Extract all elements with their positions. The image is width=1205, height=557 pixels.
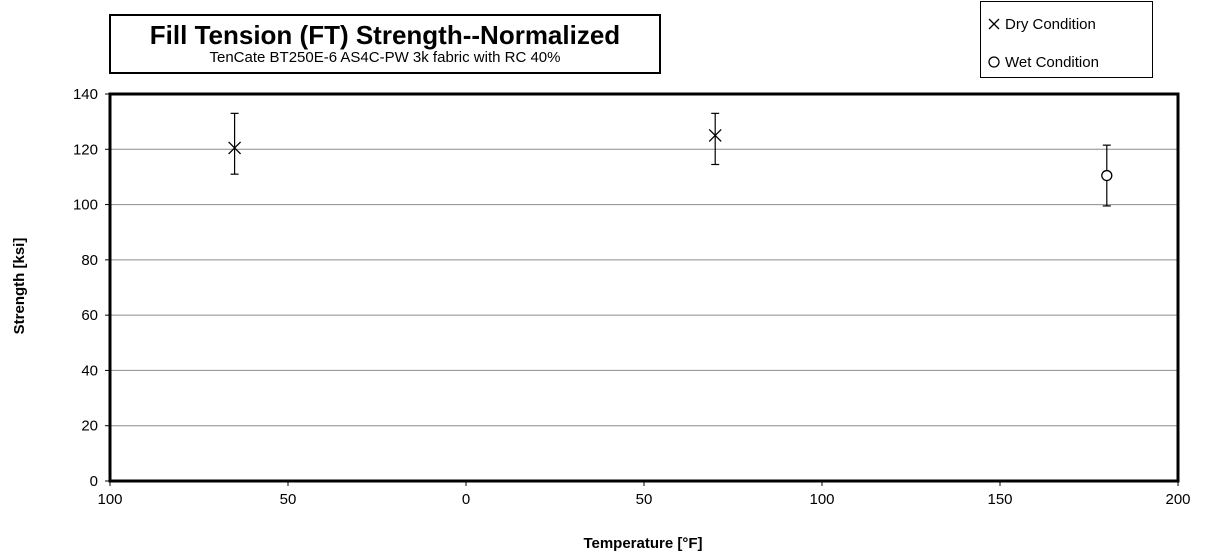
- x-tick-label: 100: [809, 491, 834, 508]
- x-tick-label: 50: [280, 491, 297, 508]
- x-marker-stroke: [708, 129, 722, 142]
- data-point-dry: [228, 141, 242, 155]
- legend-label-wet: Wet Condition: [1005, 53, 1099, 71]
- x-tick-label: 0: [462, 491, 470, 508]
- y-tick-label: 20: [81, 418, 98, 435]
- y-tick-label: 80: [81, 252, 98, 269]
- y-tick-label: 100: [73, 197, 98, 214]
- chart-title-box: Fill Tension (FT) Strength--Normalized T…: [109, 14, 661, 74]
- x-tick-labels: 100 50 0 50 100 150 200: [97, 491, 1190, 508]
- data-point-wet: [1101, 169, 1113, 182]
- plot-area: [108, 92, 1180, 483]
- chart-subtitle: TenCate BT250E-6 AS4C-PW 3k fabric with …: [209, 49, 561, 66]
- legend-item-dry: Dry Condition: [987, 13, 1096, 35]
- circle-marker-icon: [988, 56, 1000, 68]
- x-axis-label: Temperature [°F]: [583, 535, 702, 552]
- x-tick-label: 200: [1165, 491, 1190, 508]
- y-tick-label: 40: [81, 362, 98, 379]
- chart-title: Fill Tension (FT) Strength--Normalized: [149, 20, 621, 50]
- x-tick-label: 100: [97, 491, 122, 508]
- x-marker-icon: [988, 18, 1000, 30]
- data-marks: [228, 112, 1113, 207]
- y-tick-label: 0: [90, 473, 98, 490]
- x-marker-stroke: [228, 141, 242, 155]
- y-tick-label: 140: [73, 86, 98, 103]
- y-axis-label: Strength [ksi]: [11, 238, 28, 335]
- data-point-dry: [708, 129, 722, 142]
- axis-ticks: [105, 93, 1179, 486]
- x-tick-label: 50: [636, 491, 653, 508]
- legend-label-dry: Dry Condition: [1005, 15, 1096, 33]
- y-tick-label: 60: [81, 307, 98, 324]
- legend-item-wet: Wet Condition: [987, 51, 1099, 73]
- y-tick-labels: 0 20 40 60 80 100 120 140: [73, 86, 98, 490]
- legend: Dry Condition Wet Condition: [980, 1, 1153, 78]
- y-tick-label: 120: [73, 141, 98, 158]
- x-tick-label: 150: [987, 491, 1012, 508]
- gridlines: [110, 148, 1178, 427]
